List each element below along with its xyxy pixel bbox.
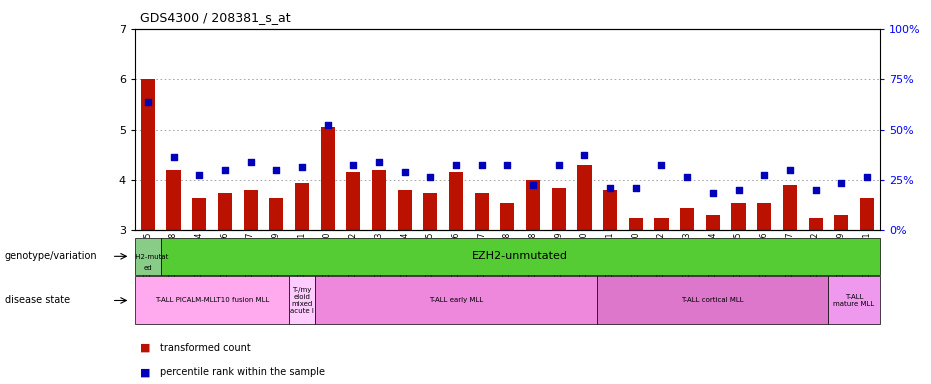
Bar — [500, 203, 515, 230]
Bar — [315, 276, 598, 324]
Bar — [757, 203, 771, 230]
Point — [141, 99, 155, 105]
Text: genotype/variation: genotype/variation — [5, 251, 97, 262]
Bar — [320, 127, 334, 230]
Point — [269, 167, 284, 173]
Point — [680, 174, 695, 180]
Bar — [141, 79, 155, 230]
Point — [834, 179, 849, 185]
Point — [628, 184, 643, 190]
Text: disease state: disease state — [5, 295, 70, 306]
Bar — [834, 215, 848, 230]
Point — [808, 187, 823, 193]
Text: T-ALL PICALM-MLLT10 fusion MLL: T-ALL PICALM-MLLT10 fusion MLL — [155, 298, 269, 303]
Bar — [603, 190, 617, 230]
Point — [577, 152, 592, 158]
Bar — [598, 276, 829, 324]
Bar — [424, 193, 438, 230]
Bar — [552, 187, 566, 230]
Bar — [244, 190, 258, 230]
Bar — [628, 218, 643, 230]
Bar — [654, 218, 668, 230]
Point — [371, 159, 386, 166]
Bar — [577, 165, 591, 230]
Point — [757, 172, 772, 178]
Point — [345, 162, 360, 168]
Bar — [732, 203, 746, 230]
Point — [782, 167, 797, 173]
Text: transformed count: transformed count — [160, 343, 250, 353]
Point — [166, 154, 181, 161]
Bar — [808, 218, 823, 230]
Bar — [706, 215, 720, 230]
Point — [294, 164, 309, 170]
Bar — [218, 193, 232, 230]
Point — [654, 162, 669, 168]
Bar — [829, 276, 880, 324]
Bar — [167, 170, 181, 230]
Point — [526, 182, 541, 188]
Bar — [860, 198, 874, 230]
Bar — [526, 180, 540, 230]
Point — [474, 162, 489, 168]
Bar — [269, 198, 283, 230]
Bar — [681, 208, 695, 230]
Point — [320, 121, 335, 127]
Point — [706, 190, 721, 196]
Point — [398, 169, 412, 175]
Bar — [290, 276, 315, 324]
Point — [731, 187, 746, 193]
Point — [602, 184, 617, 190]
Bar — [346, 172, 360, 230]
Bar — [475, 193, 489, 230]
Point — [218, 167, 233, 173]
Bar — [295, 182, 309, 230]
Text: ■: ■ — [140, 367, 150, 377]
Text: percentile rank within the sample: percentile rank within the sample — [160, 367, 325, 377]
Text: T-ALL early MLL: T-ALL early MLL — [429, 298, 483, 303]
Bar — [192, 198, 207, 230]
Bar — [398, 190, 412, 230]
Bar — [135, 276, 290, 324]
Text: T-ALL
mature MLL: T-ALL mature MLL — [833, 294, 875, 307]
Point — [551, 162, 566, 168]
Text: GDS4300 / 208381_s_at: GDS4300 / 208381_s_at — [140, 12, 290, 25]
Text: EZH2-unmutated: EZH2-unmutated — [472, 251, 568, 262]
Text: ed: ed — [143, 265, 152, 271]
Point — [859, 174, 874, 180]
Point — [500, 162, 515, 168]
Point — [423, 174, 438, 180]
Bar — [449, 172, 463, 230]
Point — [449, 162, 464, 168]
Bar — [135, 238, 161, 275]
Text: T-/my
eloid
mixed
acute l: T-/my eloid mixed acute l — [290, 287, 314, 314]
Bar — [371, 170, 386, 230]
Text: EZH2-mutat: EZH2-mutat — [127, 255, 169, 260]
Text: ■: ■ — [140, 343, 150, 353]
Point — [192, 172, 207, 178]
Point — [243, 159, 258, 166]
Text: T-ALL cortical MLL: T-ALL cortical MLL — [681, 298, 744, 303]
Bar — [783, 185, 797, 230]
